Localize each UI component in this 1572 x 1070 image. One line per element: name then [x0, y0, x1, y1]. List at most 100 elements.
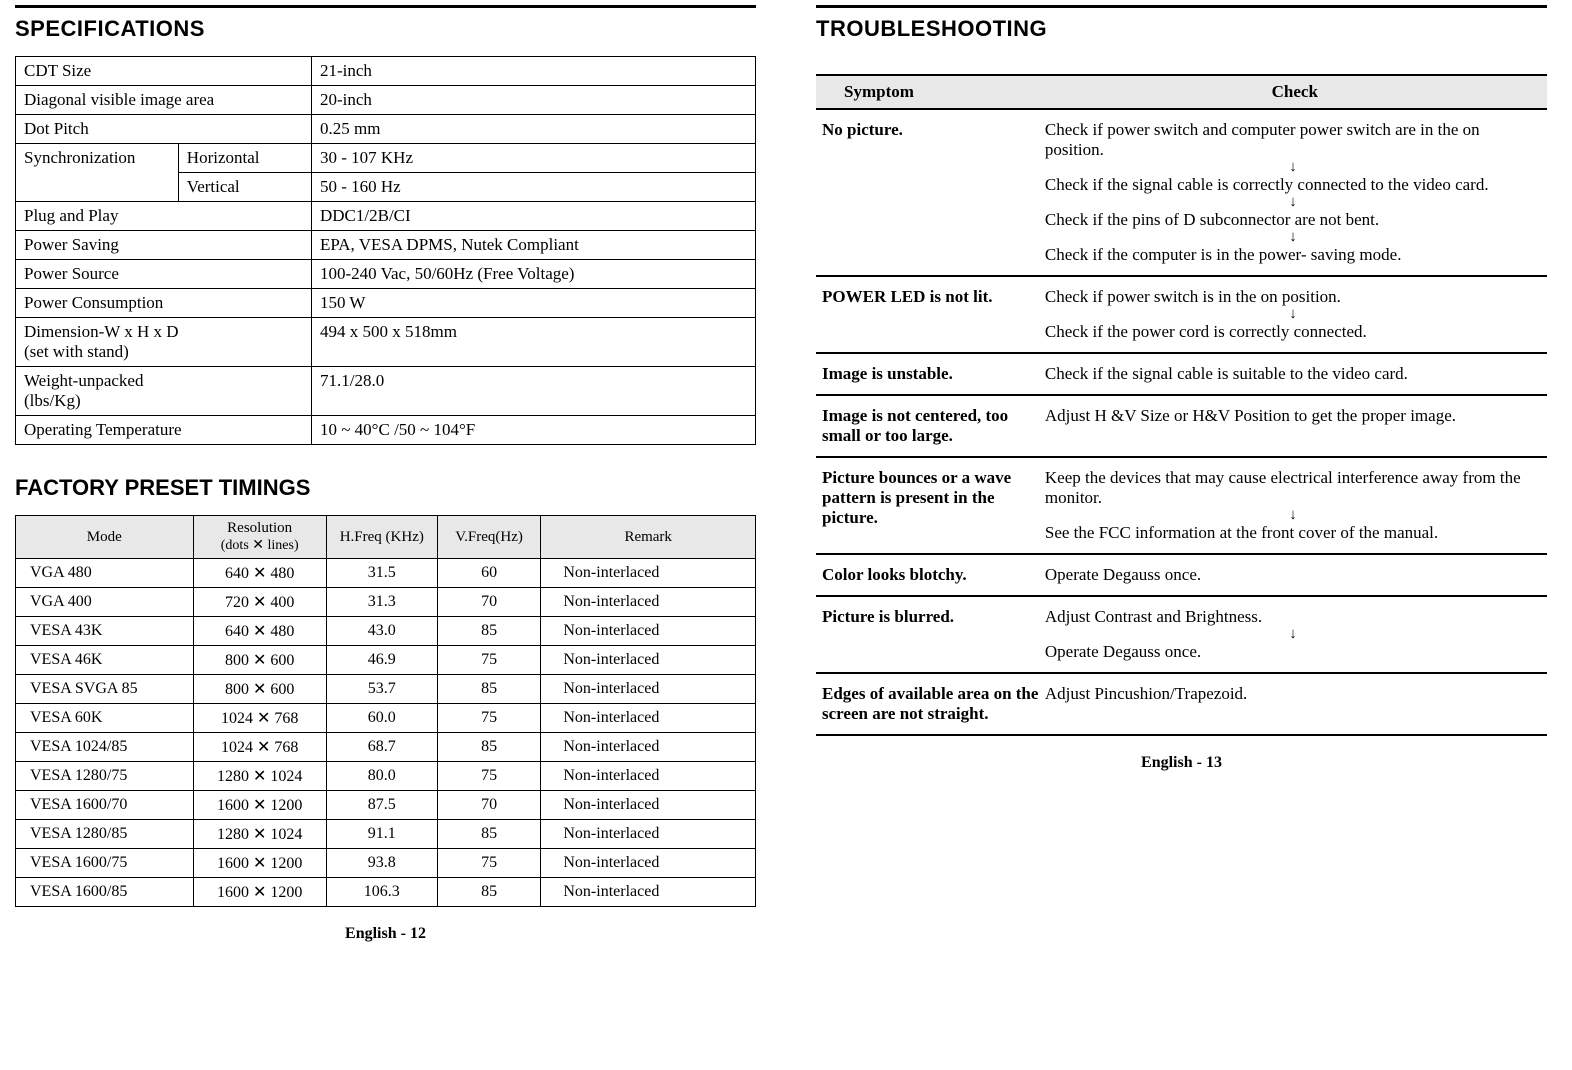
spec-value: 150 W [311, 289, 755, 318]
ts-check-line: Check if the computer is in the power- s… [1045, 245, 1541, 265]
timings-vfreq: 85 [437, 878, 541, 907]
timings-mode: VGA 480 [16, 559, 194, 588]
troubleshooting-row: Image is not centered, too small or too … [816, 396, 1547, 458]
timings-remark: Non-interlaced [541, 791, 756, 820]
timings-res: 800 ✕ 600 [193, 646, 326, 675]
spec-label: Weight-unpacked (lbs/Kg) [16, 367, 312, 416]
ts-check-line: Adjust H &V Size or H&V Position to get … [1045, 406, 1541, 426]
timings-mode: VESA 1600/75 [16, 849, 194, 878]
spec-label: Operating Temperature [16, 416, 312, 445]
ts-check: Adjust H &V Size or H&V Position to get … [1045, 406, 1541, 446]
timings-hfreq: 87.5 [326, 791, 437, 820]
timings-res: 1280 ✕ 1024 [193, 762, 326, 791]
timings-row: VESA 1600/701600 ✕ 120087.570Non-interla… [16, 791, 756, 820]
spec-label: Plug and Play [16, 202, 312, 231]
troubleshooting-body: No picture.Check if power switch and com… [816, 110, 1547, 736]
timings-hfreq: 31.3 [326, 588, 437, 617]
timings-hfreq: 31.5 [326, 559, 437, 588]
spec-label: CDT Size [16, 57, 312, 86]
timings-hfreq: 106.3 [326, 878, 437, 907]
timings-remark: Non-interlaced [541, 849, 756, 878]
troubleshooting-header-row: Symptom Check [816, 74, 1547, 110]
timings-vfreq: 75 [437, 646, 541, 675]
timings-row: VESA 1600/751600 ✕ 120093.875Non-interla… [16, 849, 756, 878]
timings-th-hfreq: H.Freq (KHz) [326, 516, 437, 559]
timings-th-remark: Remark [541, 516, 756, 559]
page-number-left: English - 12 [15, 925, 756, 943]
timings-res: 1600 ✕ 1200 [193, 878, 326, 907]
timings-remark: Non-interlaced [541, 617, 756, 646]
spec-sublabel: Vertical [178, 173, 311, 202]
troubleshooting-row: Image is unstable.Check if the signal ca… [816, 354, 1547, 396]
troubleshooting-row: Edges of available area on the screen ar… [816, 674, 1547, 736]
spec-value: 0.25 mm [311, 115, 755, 144]
timings-remark: Non-interlaced [541, 675, 756, 704]
spec-value: 30 - 107 KHz [311, 144, 755, 173]
timings-vfreq: 70 [437, 588, 541, 617]
timings-hfreq: 80.0 [326, 762, 437, 791]
ts-check: Check if power switch is in the on posit… [1045, 287, 1541, 342]
ts-check-line: Check if the pins of D subconnector are … [1045, 210, 1541, 230]
timings-hfreq: 46.9 [326, 646, 437, 675]
down-arrow-icon: ↓ [1045, 627, 1541, 642]
ts-check-line: Operate Degauss once. [1045, 565, 1541, 585]
timings-remark: Non-interlaced [541, 588, 756, 617]
spec-label: Power Consumption [16, 289, 312, 318]
ts-check-line: Keep the devices that may cause electric… [1045, 468, 1541, 508]
ts-head-check: Check [1043, 76, 1547, 108]
right-page: TROUBLESHOOTING Symptom Check No picture… [786, 0, 1572, 953]
timings-mode: VESA 1280/85 [16, 820, 194, 849]
ts-symptom: Image is unstable. [822, 364, 1045, 384]
timings-vfreq: 60 [437, 559, 541, 588]
timings-res: 1280 ✕ 1024 [193, 820, 326, 849]
ts-check-line: Check if the signal cable is correctly c… [1045, 175, 1541, 195]
timings-table: Mode Resolution(dots ✕ lines) H.Freq (KH… [15, 515, 756, 907]
down-arrow-icon: ↓ [1045, 508, 1541, 523]
timings-remark: Non-interlaced [541, 820, 756, 849]
timings-hfreq: 93.8 [326, 849, 437, 878]
troubleshooting-row: POWER LED is not lit.Check if power swit… [816, 277, 1547, 354]
down-arrow-icon: ↓ [1045, 195, 1541, 210]
troubleshooting-row: No picture.Check if power switch and com… [816, 110, 1547, 277]
spec-value: 10 ~ 40°C /50 ~ 104°F [311, 416, 755, 445]
rule [15, 5, 756, 8]
timings-mode: VESA 1600/70 [16, 791, 194, 820]
timings-row: VESA 46K800 ✕ 60046.975Non-interlaced [16, 646, 756, 675]
spec-value: 100-240 Vac, 50/60Hz (Free Voltage) [311, 260, 755, 289]
ts-symptom: No picture. [822, 120, 1045, 265]
timings-remark: Non-interlaced [541, 762, 756, 791]
down-arrow-icon: ↓ [1045, 307, 1541, 322]
left-page: SPECIFICATIONS CDT Size21-inch Diagonal … [0, 0, 786, 953]
timings-vfreq: 75 [437, 849, 541, 878]
ts-check: Check if power switch and computer power… [1045, 120, 1541, 265]
ts-check-line: Adjust Pincushion/Trapezoid. [1045, 684, 1541, 704]
timings-mode: VESA 1024/85 [16, 733, 194, 762]
timings-row: VESA 1600/851600 ✕ 1200106.385Non-interl… [16, 878, 756, 907]
spec-label: Power Source [16, 260, 312, 289]
spec-label: Dot Pitch [16, 115, 312, 144]
ts-check-line: Adjust Contrast and Brightness. [1045, 607, 1541, 627]
timings-hfreq: 91.1 [326, 820, 437, 849]
specifications-table: CDT Size21-inch Diagonal visible image a… [15, 56, 756, 445]
timings-vfreq: 85 [437, 617, 541, 646]
timings-hfreq: 53.7 [326, 675, 437, 704]
troubleshooting-row: Picture bounces or a wave pattern is pre… [816, 458, 1547, 555]
troubleshooting-row: Picture is blurred.Adjust Contrast and B… [816, 597, 1547, 674]
troubleshooting-heading: TROUBLESHOOTING [816, 16, 1547, 42]
timings-vfreq: 85 [437, 675, 541, 704]
ts-head-symptom: Symptom [816, 76, 1043, 108]
timings-vfreq: 75 [437, 762, 541, 791]
timings-row: VESA 1280/751280 ✕ 102480.075Non-interla… [16, 762, 756, 791]
ts-symptom: Picture bounces or a wave pattern is pre… [822, 468, 1045, 543]
timings-remark: Non-interlaced [541, 646, 756, 675]
timings-hfreq: 60.0 [326, 704, 437, 733]
timings-row: VGA 400720 ✕ 40031.370Non-interlaced [16, 588, 756, 617]
spec-sublabel: Horizontal [178, 144, 311, 173]
ts-check: Adjust Pincushion/Trapezoid. [1045, 684, 1541, 724]
spec-value: EPA, VESA DPMS, Nutek Compliant [311, 231, 755, 260]
ts-check: Check if the signal cable is suitable to… [1045, 364, 1541, 384]
timings-res: 1600 ✕ 1200 [193, 849, 326, 878]
timings-row: VESA 60K1024 ✕ 76860.075Non-interlaced [16, 704, 756, 733]
timings-res: 1600 ✕ 1200 [193, 791, 326, 820]
down-arrow-icon: ↓ [1045, 230, 1541, 245]
